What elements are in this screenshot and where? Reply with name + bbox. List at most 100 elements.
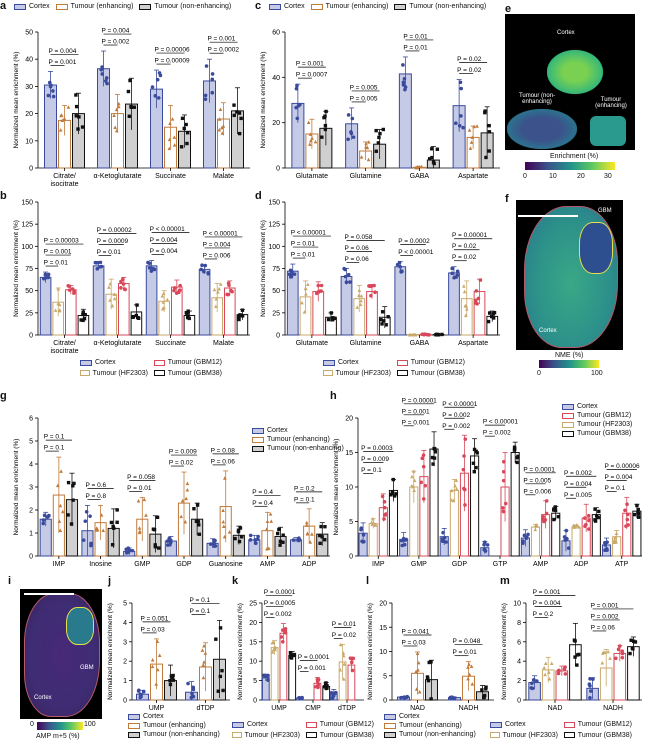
data-point xyxy=(174,291,179,295)
p-value-label: P = 0.00001 xyxy=(452,232,488,239)
chart-k: 0 5 10 15 20 25 Normalized mean enrichment (%)… xyxy=(237,589,364,712)
p-value-label: P = 0.00006 xyxy=(605,463,641,470)
data-point xyxy=(172,286,177,290)
data-point xyxy=(216,290,220,294)
data-point xyxy=(593,518,597,522)
p-value-label: P = 0.06 xyxy=(591,624,616,631)
data-point xyxy=(185,141,189,146)
p-value-label: P = 0.01 xyxy=(403,33,428,40)
data-point xyxy=(323,127,328,132)
data-point xyxy=(59,469,63,473)
x-tick-label: GMP xyxy=(134,561,150,568)
data-point xyxy=(486,319,491,324)
data-point xyxy=(434,333,438,337)
colorbar-tick: 10 xyxy=(549,173,557,180)
data-point xyxy=(416,668,420,672)
data-point xyxy=(95,261,99,265)
legend-a: Cortex Tumour (enhancing) Tumour (non-enha… xyxy=(14,2,237,13)
y-tick-label: 60 xyxy=(272,30,280,37)
data-point xyxy=(474,289,479,293)
data-point xyxy=(587,518,591,523)
y-axis-label: Normalized mean enrichment (%) xyxy=(13,52,20,149)
data-point xyxy=(403,538,407,542)
data-point xyxy=(220,131,225,135)
data-point xyxy=(349,660,354,665)
data-point xyxy=(275,531,280,536)
data-point xyxy=(450,266,454,271)
data-point xyxy=(170,117,175,121)
y-tick-label: 10 xyxy=(345,485,353,492)
data-point xyxy=(412,488,416,492)
y-tick-label: 0 xyxy=(517,698,521,705)
data-point xyxy=(240,308,245,312)
p-value-label: P < 0.00001 xyxy=(398,249,434,256)
p-value-label: P = 0.4 xyxy=(252,500,273,507)
nonenhancing-region xyxy=(507,109,577,149)
data-point xyxy=(114,128,119,133)
legend-item: Tumour (GBM12) xyxy=(564,720,632,729)
data-point xyxy=(369,293,373,298)
data-point xyxy=(80,125,85,129)
p-value-label: P = 0.01 xyxy=(291,241,316,248)
y-tick-label: 20 xyxy=(345,416,353,423)
data-point xyxy=(48,84,53,89)
panel-label-h: h xyxy=(330,390,337,402)
data-point xyxy=(240,314,245,318)
panel-l: l 0 5 10 15 20 Normalized mean enrichment (%) N… xyxy=(366,575,496,749)
data-point xyxy=(248,533,253,538)
data-point xyxy=(71,484,75,488)
legend-item: Cortex xyxy=(252,426,344,435)
y-axis-label: Normalized mean enrichment (%) xyxy=(333,439,340,536)
p-value-label: P = 0.06 xyxy=(345,256,370,263)
x-tick-label: GABA xyxy=(410,173,430,180)
data-point xyxy=(324,681,328,685)
data-point xyxy=(134,313,139,318)
data-point xyxy=(435,147,440,151)
legend-item: Tumour (GBM12) xyxy=(562,411,632,420)
data-point xyxy=(180,498,185,503)
legend-m: Cortex Tumour (GBM12) Tumour (HF2303) Tumou… xyxy=(490,720,638,741)
data-point xyxy=(369,284,374,289)
data-point xyxy=(154,682,159,686)
data-point xyxy=(377,135,381,140)
p-value-label: P = 0.01 xyxy=(127,485,152,492)
colorbar-tick: 100 xyxy=(591,370,603,377)
x-tick-label: Citrate/ xyxy=(53,173,76,180)
data-point xyxy=(108,281,113,286)
data-point xyxy=(605,548,609,552)
legend-item: Tumour (GBM12) xyxy=(154,358,222,367)
bar xyxy=(198,268,211,336)
p-value-label: P = 0.0001 xyxy=(523,466,555,473)
data-point xyxy=(394,492,398,496)
data-point xyxy=(105,81,109,86)
data-point xyxy=(69,522,74,526)
data-point xyxy=(57,302,62,307)
data-point xyxy=(41,518,46,522)
data-point xyxy=(364,141,368,146)
data-point xyxy=(530,681,534,686)
bar xyxy=(270,647,279,701)
y-tick-label: 0 xyxy=(29,333,33,340)
legend-label: Tumour (GBM12) xyxy=(319,721,374,728)
y-tick-label: 0 xyxy=(123,698,127,705)
data-point xyxy=(625,502,629,507)
data-point xyxy=(62,116,67,121)
data-point xyxy=(440,539,445,544)
legend-item: Cortex xyxy=(269,2,305,11)
data-point xyxy=(212,541,216,546)
data-point xyxy=(155,515,160,520)
data-point xyxy=(262,673,266,678)
chart-g: 0 1 2 3 4 5 6 Normalized mean enrichment (%) IMP… xyxy=(13,416,330,568)
data-point xyxy=(300,300,304,305)
x-tick-label: Succinate xyxy=(155,173,186,180)
data-point xyxy=(161,291,166,295)
data-point xyxy=(55,483,60,488)
data-point xyxy=(126,89,131,94)
cortex-region xyxy=(547,50,603,94)
data-point xyxy=(631,639,636,643)
legend-item: Tumour (enhancing) xyxy=(310,2,388,11)
data-point xyxy=(81,538,86,542)
data-point xyxy=(329,691,334,695)
data-point xyxy=(214,304,218,309)
data-point xyxy=(221,508,225,512)
